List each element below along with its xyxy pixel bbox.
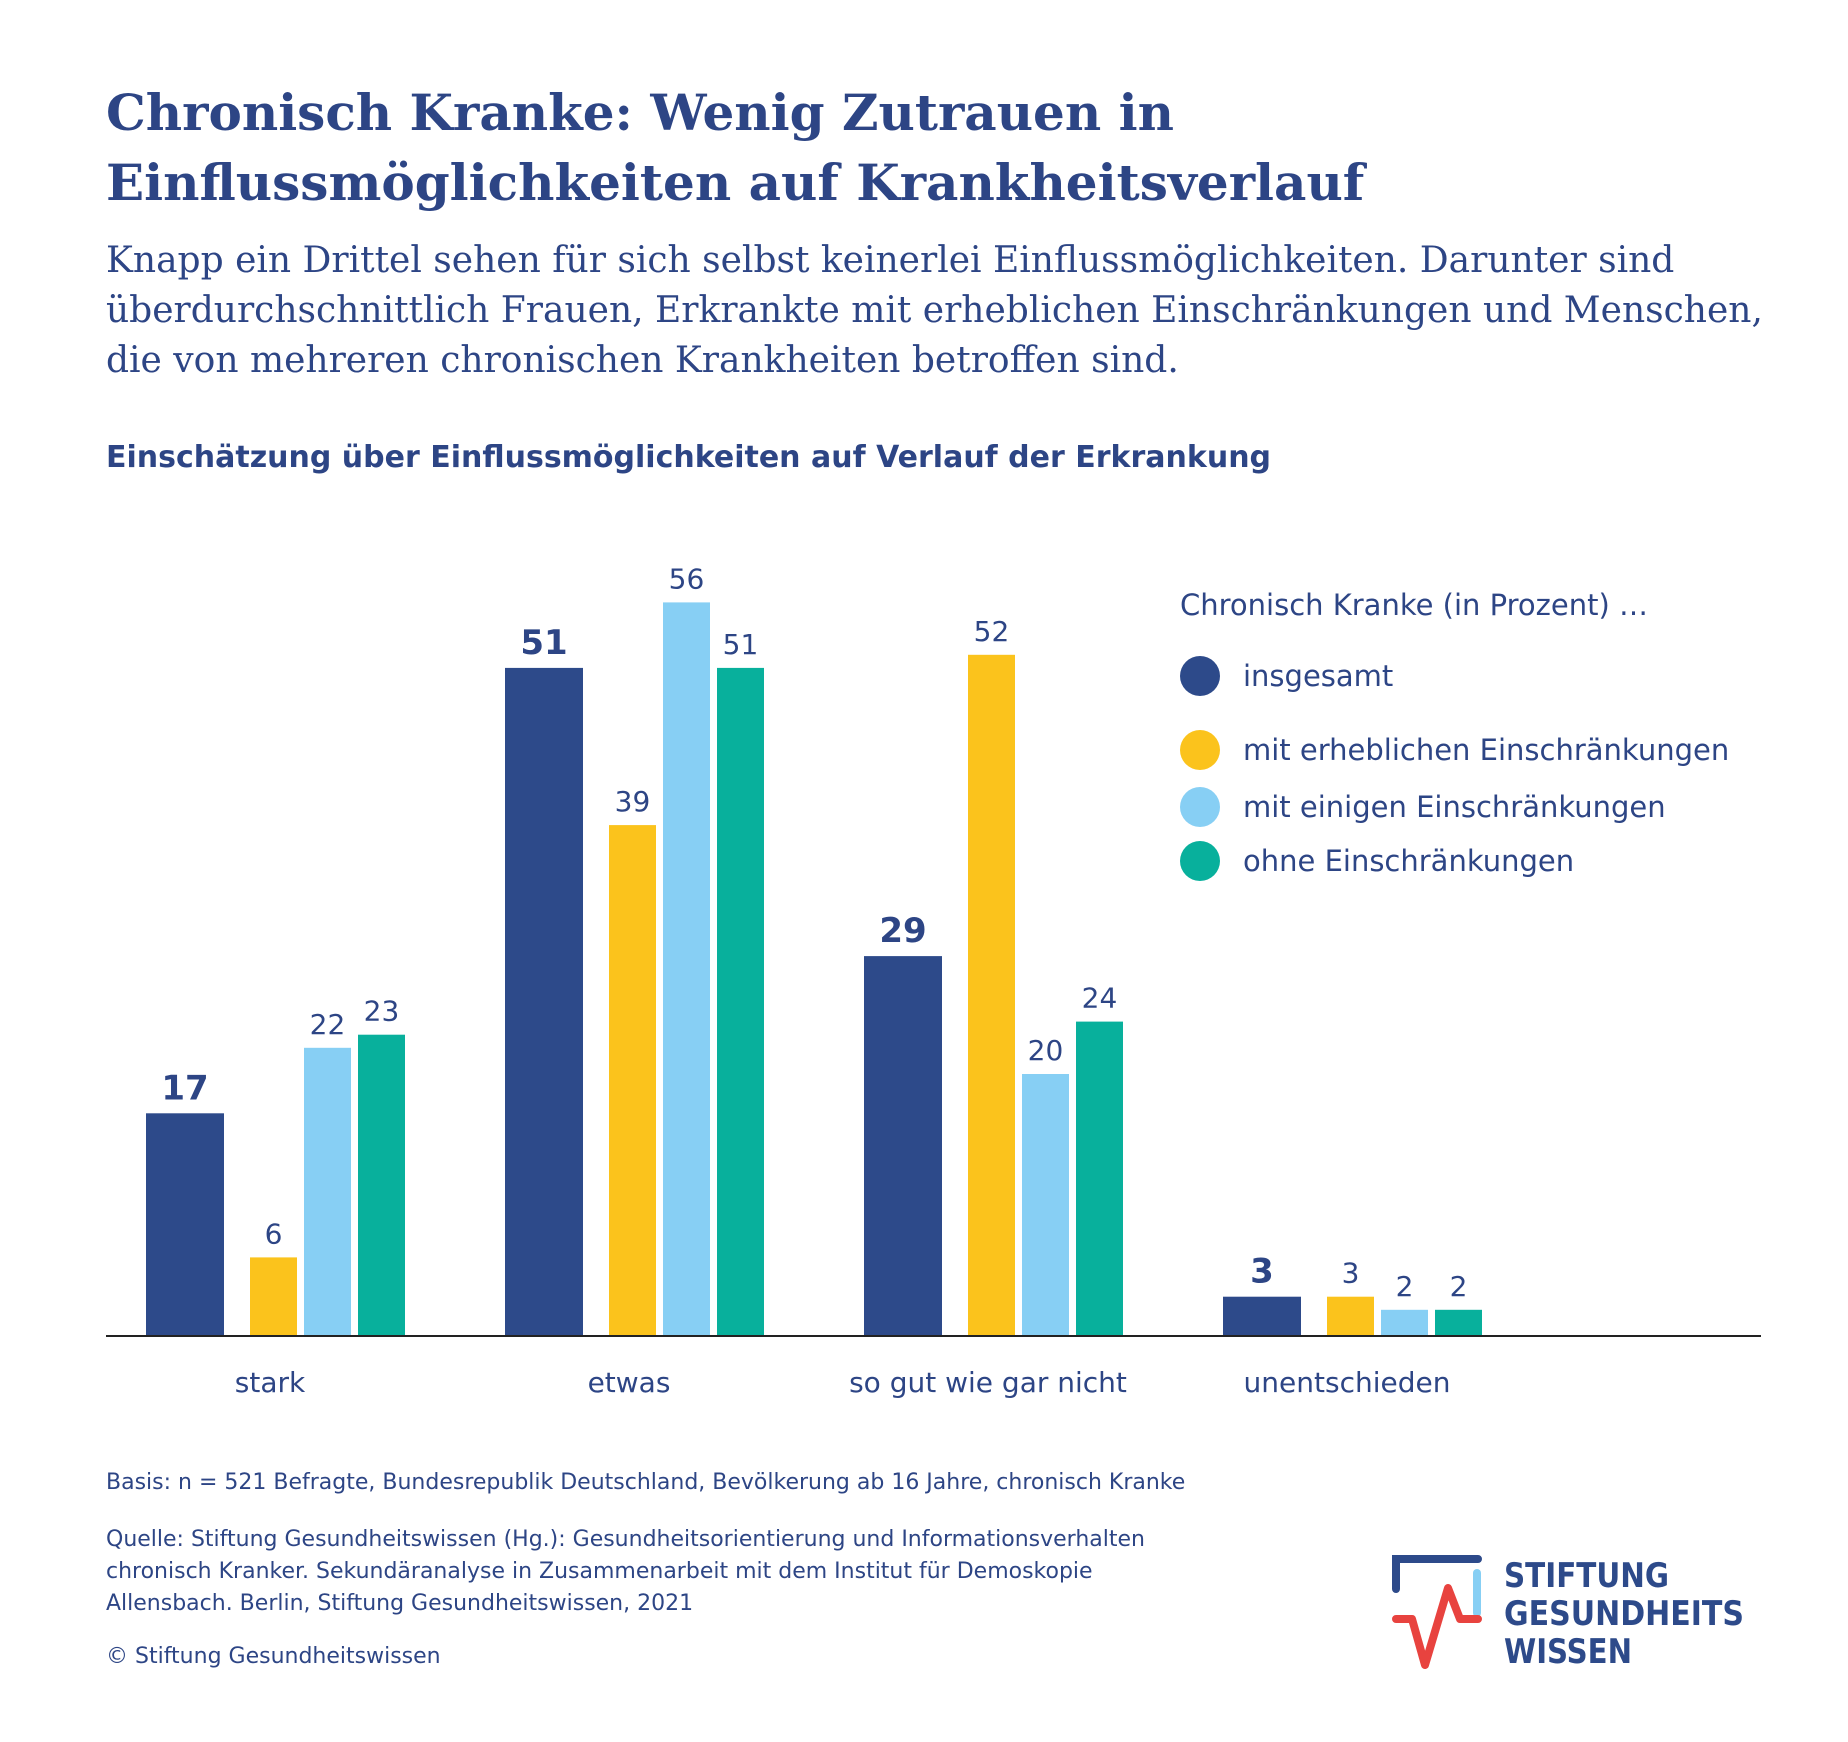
bar	[663, 602, 710, 1336]
legend-item: ohne Einschränkungen	[1180, 841, 1574, 881]
bar	[250, 1257, 297, 1336]
data-label: 2	[1396, 1270, 1414, 1303]
legend-item: mit erheblichen Einschränkungen	[1180, 730, 1729, 770]
data-label: 56	[669, 562, 705, 595]
data-label: 51	[520, 623, 567, 663]
bar	[1327, 1296, 1374, 1336]
chart-heading: Einschätzung über Einflussmöglichkeiten …	[106, 440, 1272, 475]
legend-swatch	[1180, 656, 1220, 696]
bar	[1435, 1309, 1482, 1336]
data-label: 3	[1342, 1257, 1360, 1290]
bar	[1223, 1296, 1301, 1336]
category-label: unentschieden	[1244, 1366, 1451, 1399]
bar	[146, 1113, 224, 1336]
bar	[505, 667, 583, 1336]
stiftung-gesundheitswissen-logo: STIFTUNG GESUNDHEITS WISSEN	[1392, 1555, 1744, 1670]
footer-source: Quelle: Stiftung Gesundheitswissen (Hg.)…	[106, 1524, 1145, 1620]
data-label: 29	[879, 911, 926, 951]
legend-label: mit erheblichen Einschränkungen	[1243, 733, 1730, 767]
legend-swatch	[1180, 787, 1220, 827]
svg-text:GESUNDHEITS: GESUNDHEITS	[1504, 1594, 1744, 1634]
data-label: 17	[161, 1068, 208, 1108]
legend-label: ohne Einschränkungen	[1243, 844, 1575, 878]
legend-title: Chronisch Kranke (in Prozent) …	[1180, 588, 1648, 622]
data-label: 20	[1028, 1034, 1064, 1067]
legend-label: mit einigen Einschränkungen	[1243, 790, 1666, 824]
data-label: 2	[1450, 1270, 1468, 1303]
data-label: 3	[1250, 1252, 1274, 1292]
data-label: 39	[615, 785, 651, 818]
legend-swatch	[1180, 730, 1220, 770]
legend-swatch	[1180, 841, 1220, 881]
page-subtitle: Knapp ein Drittel sehen für sich selbst …	[106, 240, 1763, 381]
data-label: 23	[364, 995, 400, 1028]
legend-label: insgesamt	[1243, 659, 1394, 693]
data-label: 22	[310, 1008, 346, 1041]
legend-item: insgesamt	[1180, 656, 1393, 696]
data-label: 24	[1082, 982, 1118, 1015]
bar	[609, 825, 656, 1336]
bar	[717, 667, 764, 1336]
footer-copyright: © Stiftung Gesundheitswissen	[106, 1644, 441, 1669]
footer-source-line: Allensbach. Berlin, Stiftung Gesundheits…	[106, 1591, 694, 1616]
bar	[968, 654, 1015, 1336]
category-label: etwas	[588, 1366, 671, 1399]
page-title: Chronisch Kranke: Wenig Zutrauen in Einf…	[106, 83, 1365, 212]
bar	[1076, 1021, 1123, 1336]
footer-source-line: chronisch Kranker. Sekundäranalyse in Zu…	[106, 1559, 1093, 1584]
data-label: 52	[974, 615, 1010, 648]
footer-source-line: Quelle: Stiftung Gesundheitswissen (Hg.)…	[106, 1527, 1145, 1552]
category-label: stark	[235, 1366, 306, 1399]
bar	[1022, 1074, 1069, 1336]
legend-item: mit einigen Einschränkungen	[1180, 787, 1666, 827]
category-label: so gut wie gar nicht	[849, 1366, 1127, 1399]
bar	[358, 1034, 405, 1336]
bar	[304, 1047, 351, 1336]
data-label: 6	[265, 1217, 283, 1250]
bar	[864, 956, 942, 1336]
footer-basis: Basis: n = 521 Befragte, Bundesrepublik …	[106, 1470, 1186, 1495]
bar	[1381, 1309, 1428, 1336]
data-label: 51	[723, 628, 759, 661]
svg-text:WISSEN: WISSEN	[1504, 1632, 1632, 1670]
svg-text:STIFTUNG: STIFTUNG	[1504, 1556, 1669, 1596]
